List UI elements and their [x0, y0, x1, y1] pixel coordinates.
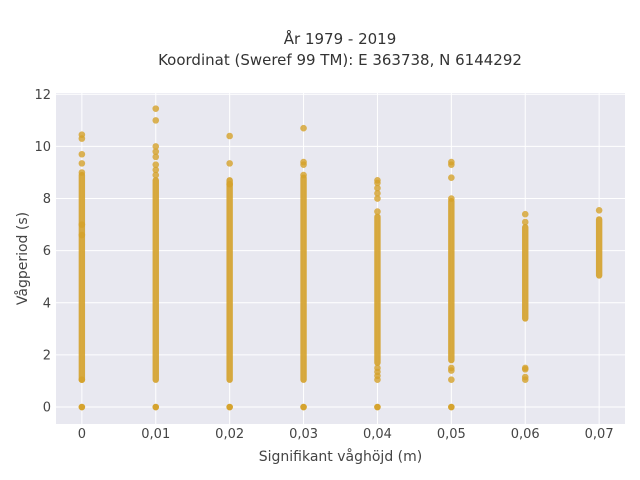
data-point	[521, 364, 529, 372]
data-point	[226, 132, 233, 140]
data-point	[374, 190, 381, 197]
point-band	[595, 216, 603, 279]
point-band	[448, 197, 455, 364]
data-point	[152, 143, 160, 150]
data-point	[374, 177, 381, 184]
data-point	[226, 403, 233, 411]
plot-area	[56, 93, 625, 424]
x-tick-label: 0,03	[289, 427, 318, 442]
data-point	[300, 403, 307, 411]
data-point	[374, 195, 381, 202]
data-point	[374, 364, 381, 372]
data-point	[595, 206, 603, 214]
data-point	[448, 376, 455, 383]
data-point	[374, 184, 381, 192]
x-tick-label: 0,01	[141, 427, 170, 442]
data-point	[226, 160, 233, 167]
data-point	[374, 403, 381, 411]
point-band	[78, 171, 86, 383]
data-point	[226, 180, 233, 188]
x-tick-label: 0,02	[215, 427, 244, 442]
x-tick-label: 0,05	[437, 427, 466, 442]
data-point	[78, 169, 86, 176]
y-tick-label: 4	[43, 296, 51, 311]
data-point	[521, 373, 529, 381]
data-point	[448, 158, 455, 166]
data-point	[448, 403, 455, 411]
x-tick-label: 0	[78, 427, 86, 442]
data-point	[300, 158, 307, 166]
point-band	[152, 177, 159, 383]
x-axis-label: Signifikant våghöjd (m)	[259, 448, 422, 465]
chart-title-line-1: År 1979 - 2019	[283, 30, 397, 48]
y-tick-label: 10	[34, 140, 51, 155]
x-tick-label: 0,06	[511, 427, 540, 442]
x-tick-label: 0,07	[585, 427, 614, 442]
data-point	[152, 166, 160, 174]
y-tick-label: 0	[43, 401, 51, 416]
data-point	[152, 161, 160, 168]
data-point	[78, 231, 86, 239]
data-point	[78, 131, 86, 139]
data-point	[374, 208, 381, 215]
y-tick-label: 2	[43, 348, 51, 363]
chart-title-line-2: Koordinat (Sweref 99 TM): E 363738, N 61…	[158, 51, 522, 69]
data-point	[152, 148, 160, 155]
tick-labels: 0 2 4 6 8 10 12 0 0,01 0,02 0,03 0,04 0,05 0,06 0,07	[34, 88, 613, 442]
point-band	[226, 177, 233, 383]
data-point	[152, 117, 160, 124]
data-points	[78, 105, 603, 411]
data-point	[78, 150, 86, 158]
y-tick-label: 6	[43, 244, 51, 259]
data-point	[152, 403, 160, 411]
data-point	[152, 153, 160, 161]
data-point	[78, 403, 86, 411]
data-point	[78, 160, 86, 167]
data-point	[78, 221, 86, 228]
point-band	[300, 174, 307, 383]
y-axis-label: Vågperiod (s)	[14, 212, 31, 305]
data-point	[300, 171, 307, 179]
y-tick-label: 12	[34, 88, 51, 103]
data-point	[78, 376, 86, 383]
x-tick-label: 0,04	[363, 427, 392, 442]
data-point	[448, 364, 455, 372]
y-tick-label: 8	[43, 192, 51, 207]
data-point	[448, 174, 455, 182]
data-point	[152, 105, 160, 112]
data-point	[300, 124, 307, 132]
point-band	[522, 224, 529, 322]
data-point	[521, 210, 529, 218]
data-point	[152, 171, 160, 179]
data-point	[521, 218, 529, 226]
point-band	[374, 213, 381, 366]
data-point	[448, 195, 455, 202]
